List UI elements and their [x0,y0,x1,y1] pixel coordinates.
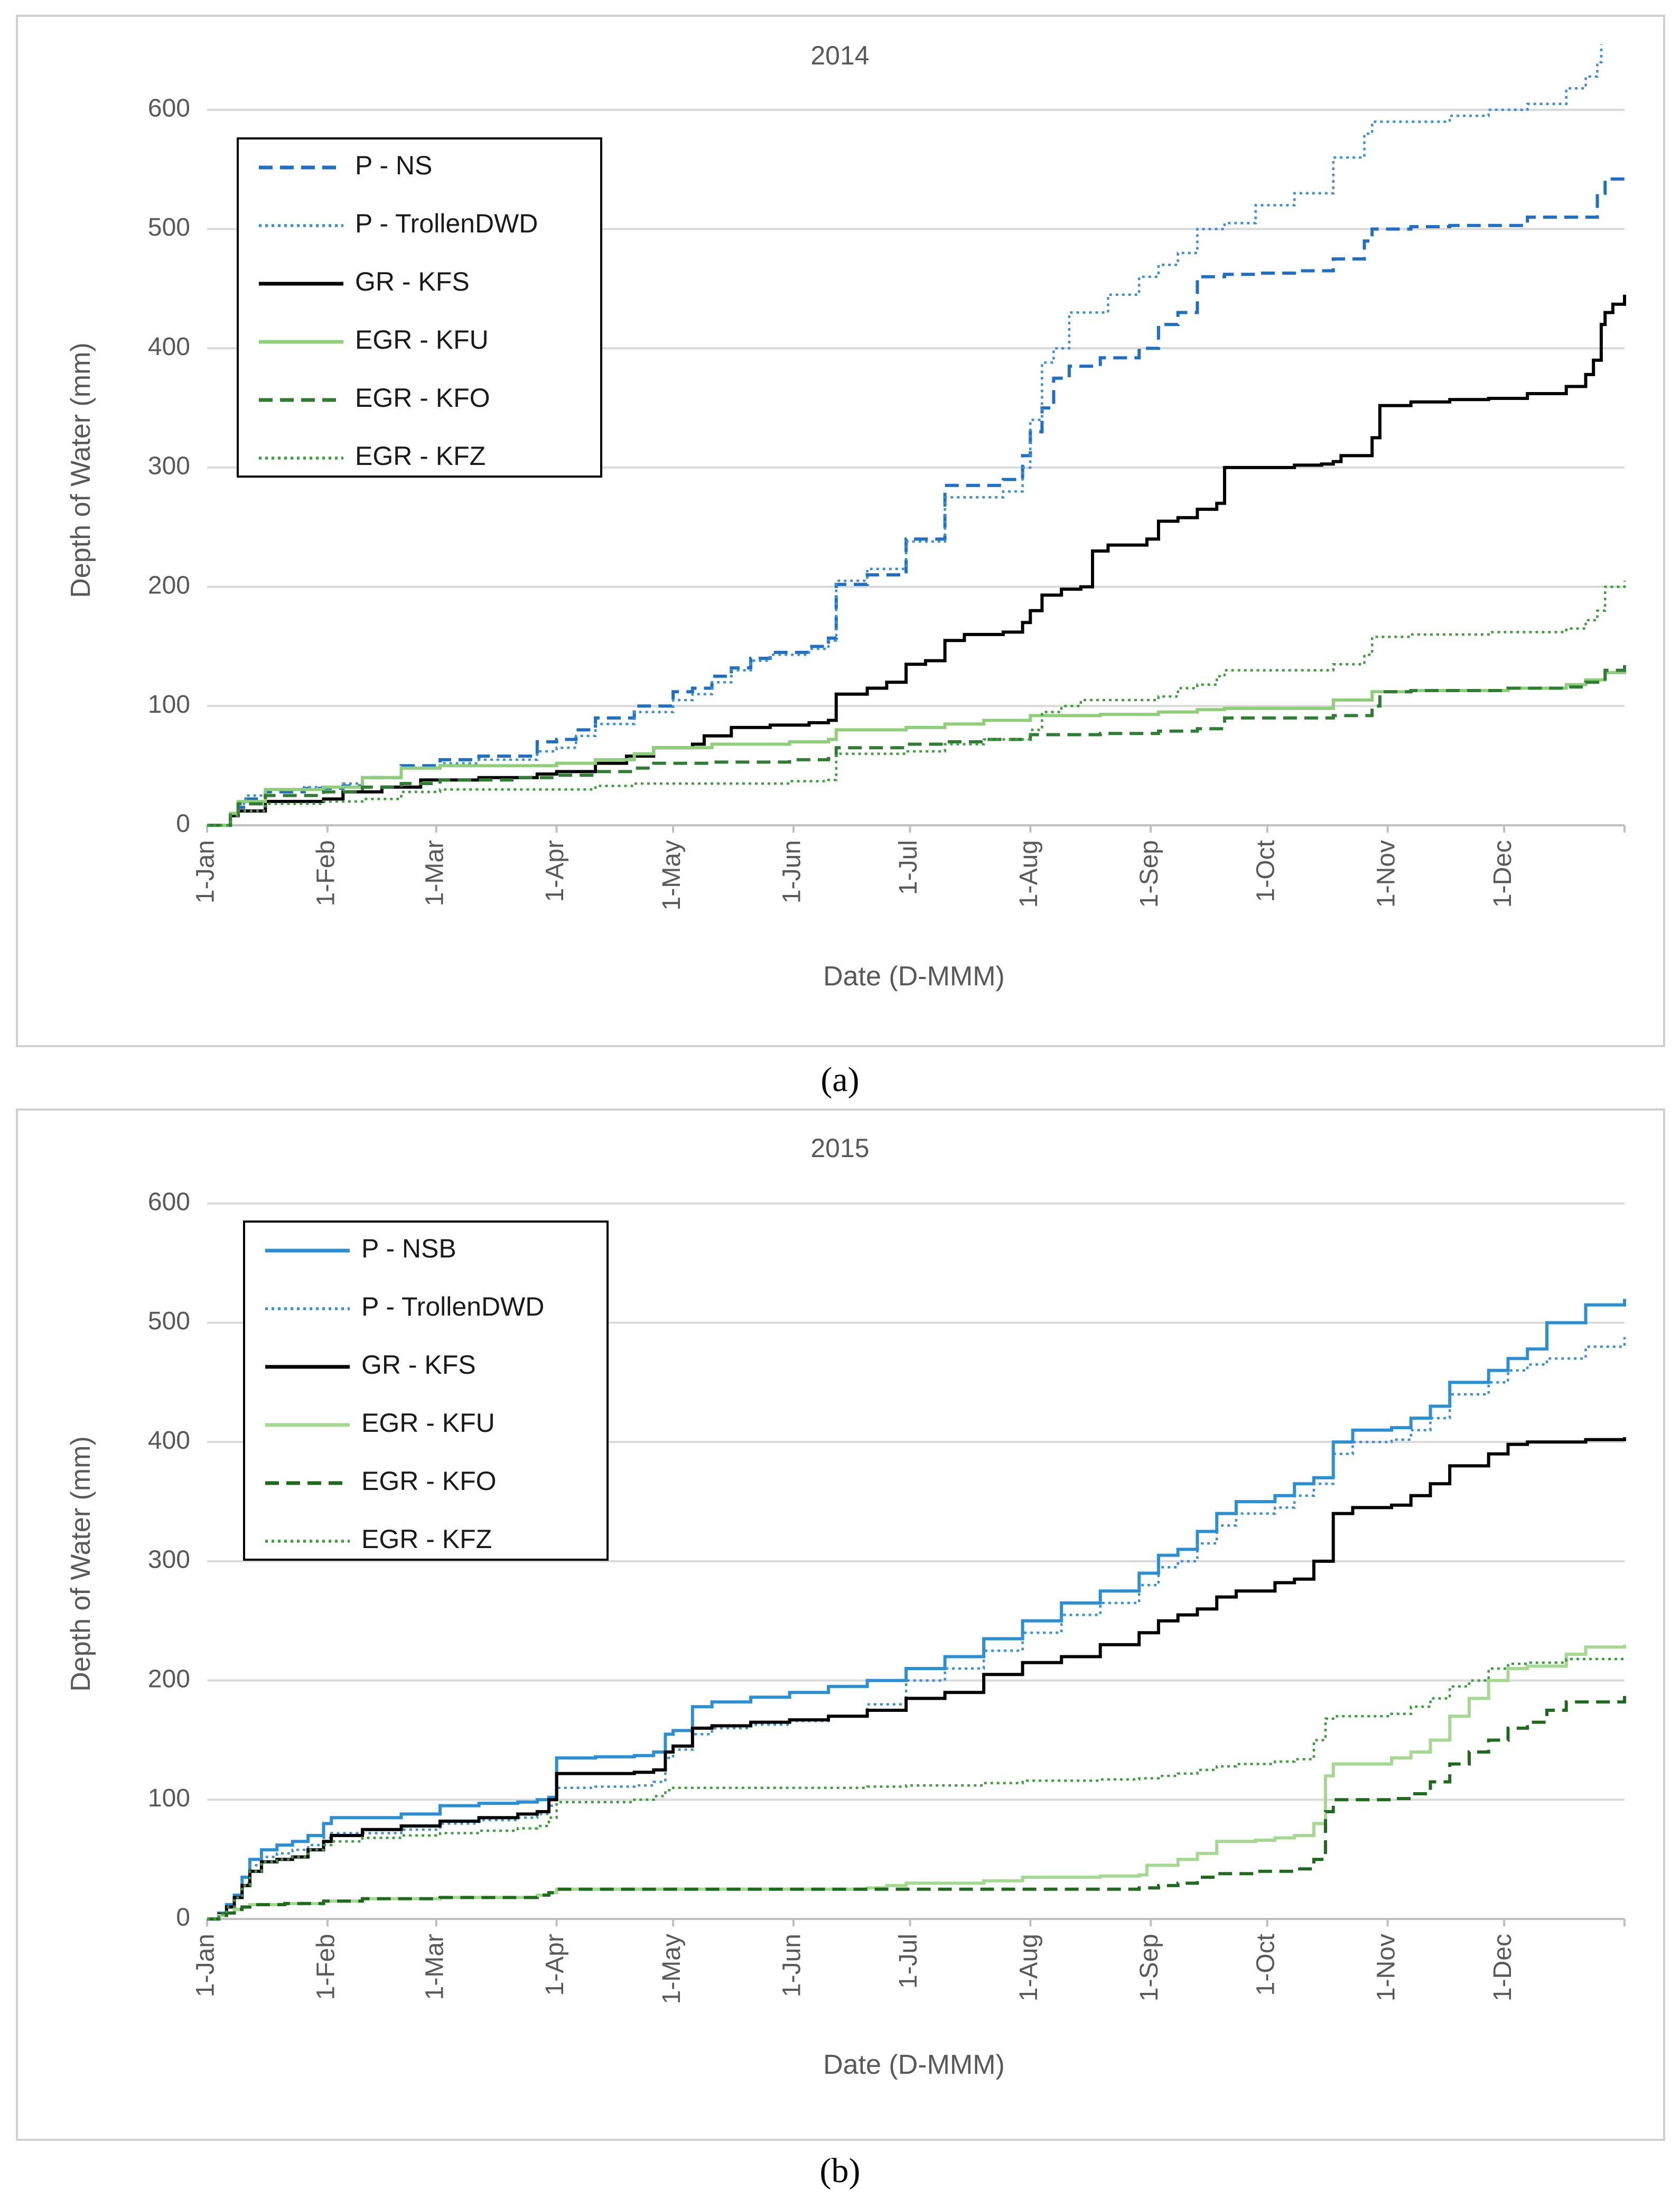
x-tick-1-dec: 1-Dec [1489,1934,1517,2001]
x-tick-1-jan: 1-Jan [192,840,220,903]
chart-panel-2014: 2014 0 100 200 300 400 500 600 1-Jan 1-Feb 1-Mar… [16,15,1665,1047]
y-tick-400: 400 [148,1427,190,1455]
legend-label-gr-kfs: GR - KFS [355,267,470,296]
x-tick-1-jan: 1-Jan [192,1934,220,1997]
y-axis-label: Depth of Water (mm) [66,342,96,598]
x-tick-1-feb: 1-Feb [312,840,340,906]
x-tick-1-jul: 1-Jul [894,840,922,895]
series-line-p-trollendwd [207,1337,1626,1921]
plot-area [207,44,1626,827]
x-tick-1-aug: 1-Aug [1015,840,1043,908]
legend-box [237,137,602,478]
y-tick-200: 200 [148,571,190,599]
x-tick-1-oct: 1-Oct [1252,840,1280,902]
x-tick-1-aug: 1-Aug [1015,1934,1043,2001]
series-line-p-ns [207,177,1626,827]
y-tick-300: 300 [148,452,190,480]
chart-title: 2015 [810,1133,869,1163]
x-axis-label: Date (D-MMM) [823,961,1005,992]
legend-label-egr-kfz: EGR - KFZ [355,441,486,471]
x-tick-1-oct: 1-Oct [1252,1934,1280,1996]
series-line-p-trollendwd [207,44,1603,827]
y-axis-label: Depth of Water (mm) [66,1436,96,1692]
legend-label-p-ns: P - NS [355,151,432,180]
legend-label-egr-kfo: EGR - KFO [355,383,490,413]
legend-label-p-trollendwd: P - TrollenDWD [361,1292,544,1321]
caption-b: (b) [820,2151,861,2190]
x-tick-labels: 1-Jan 1-Feb 1-Mar 1-Apr 1-May 1-Jun 1-Jul 1-Aug… [192,825,1626,910]
series-line-p-nsb [207,1299,1626,1921]
y-tick-600: 600 [148,95,190,123]
x-tick-1-apr: 1-Apr [541,1934,569,1996]
x-tick-1-jun: 1-Jun [778,840,806,903]
x-tick-1-sep: 1-Sep [1135,1934,1163,2001]
series-line-gr-kfs [207,1437,1626,1921]
caption-a: (a) [820,1060,859,1099]
y-tick-100: 100 [148,1784,190,1812]
y-tick-100: 100 [148,691,190,719]
y-tick-600: 600 [148,1188,190,1216]
x-tick-labels: 1-Jan 1-Feb 1-Mar 1-Apr 1-May 1-Jun 1-Jul 1-Aug… [192,1919,1626,2004]
x-tick-1-may: 1-May [658,840,686,910]
x-tick-1-dec: 1-Dec [1489,840,1517,908]
legend: P - NS P - TrollenDWD GR - KFS EGR - KFU EGR… [237,137,602,478]
series-line-gr-kfs [207,294,1626,827]
x-tick-1-mar: 1-Mar [421,840,449,906]
series-line-egr-kfo [207,1696,1626,1921]
x-tick-1-sep: 1-Sep [1135,840,1163,908]
x-tick-1-apr: 1-Apr [541,840,569,902]
x-tick-1-feb: 1-Feb [312,1934,340,2000]
plot-area [207,1299,1626,1921]
y-tick-labels: 0 100 200 300 400 500 600 [148,95,190,838]
x-tick-1-nov: 1-Nov [1372,840,1400,908]
y-tick-300: 300 [148,1546,190,1574]
x-axis-label: Date (D-MMM) [823,2049,1005,2080]
legend-label-egr-kfo: EGR - KFO [361,1466,497,1496]
x-tick-1-jul: 1-Jul [894,1934,922,1989]
y-tick-400: 400 [148,333,190,361]
y-tick-0: 0 [176,1904,190,1932]
x-tick-1-mar: 1-Mar [421,1934,449,2000]
chart-title: 2014 [810,41,869,70]
y-tick-500: 500 [148,213,190,241]
legend-label-p-trollendwd: P - TrollenDWD [355,209,538,238]
legend-box [243,1220,609,1561]
legend-label-egr-kfz: EGR - KFZ [361,1524,492,1554]
y-tick-500: 500 [148,1307,190,1335]
legend: P - NSB P - TrollenDWD GR - KFS EGR - KFU EG… [243,1220,609,1561]
y-tick-0: 0 [176,810,190,838]
chart-panel-2015: 2015 0 100 200 300 400 500 600 1-Jan 1-Feb 1-Mar… [16,1108,1665,2141]
x-tick-1-nov: 1-Nov [1372,1934,1400,2001]
legend-label-p-nsb: P - NSB [361,1234,456,1263]
x-tick-1-jun: 1-Jun [778,1934,806,1997]
legend-label-gr-kfs: GR - KFS [361,1350,476,1380]
legend-label-egr-kfu: EGR - KFU [361,1408,495,1438]
y-tick-labels: 0 100 200 300 400 500 600 [148,1188,190,1932]
y-tick-200: 200 [148,1665,190,1693]
legend-label-egr-kfu: EGR - KFU [355,325,489,355]
x-tick-1-may: 1-May [658,1934,686,2004]
series-line-egr-kfz [207,1656,1626,1921]
series-line-egr-kfz [207,581,1626,827]
